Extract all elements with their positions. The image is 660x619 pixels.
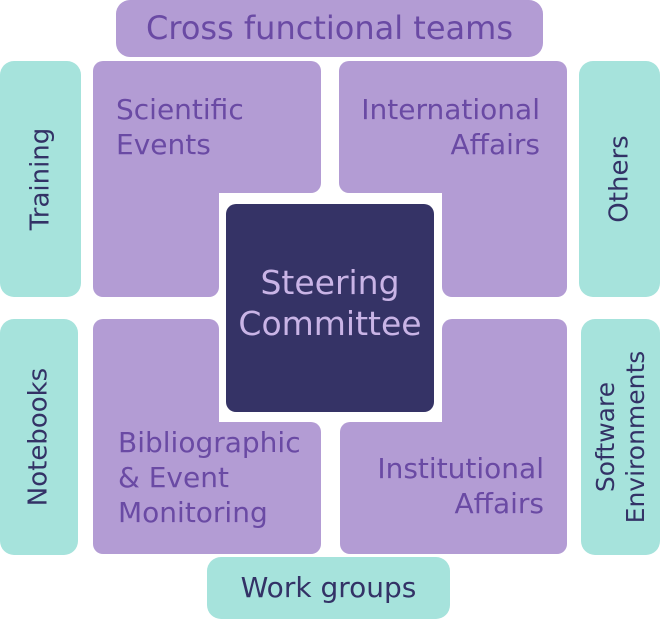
notebooks-box: Notebooks (0, 319, 78, 555)
software-environments-box: Software Environments (581, 319, 660, 555)
training-label: Training (24, 127, 55, 231)
work-groups-label: Work groups (240, 571, 417, 604)
cross-functional-teams-label: Cross functional teams (146, 9, 513, 47)
steering-committee-label: Steering Committee (238, 263, 422, 344)
cross-functional-teams-banner: Cross functional teams (116, 0, 543, 57)
scientific-events-label: Scientific Events (116, 93, 244, 161)
work-groups-banner: Work groups (207, 557, 450, 619)
notebooks-label: Notebooks (23, 367, 54, 507)
scientific-events-quadrant-stem (93, 150, 219, 297)
steering-committee-box: Steering Committee (226, 204, 434, 412)
international-affairs-quadrant-stem (442, 150, 567, 297)
bibliographic-monitoring-label: Bibliographic & Event Monitoring (118, 426, 301, 529)
international-affairs-label: International Affairs (361, 93, 540, 161)
others-label: Others (603, 135, 634, 223)
software-environments-label: Software Environments (590, 350, 650, 524)
institutional-affairs-quadrant-bar (340, 422, 567, 554)
others-box: Others (579, 61, 660, 297)
institutional-affairs-label: Institutional Affairs (377, 452, 544, 520)
training-box: Training (0, 61, 81, 297)
bibliographic-monitoring-quadrant-bar (93, 422, 321, 554)
